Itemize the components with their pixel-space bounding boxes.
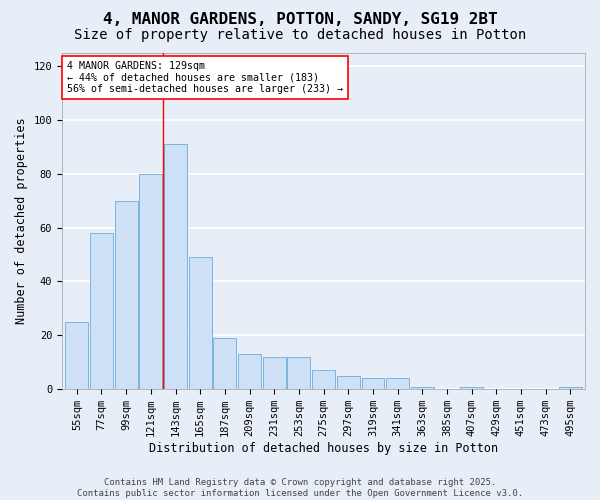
Y-axis label: Number of detached properties: Number of detached properties — [15, 118, 28, 324]
Bar — [312, 370, 335, 389]
Bar — [337, 376, 359, 389]
Bar — [139, 174, 162, 389]
Text: Contains HM Land Registry data © Crown copyright and database right 2025.
Contai: Contains HM Land Registry data © Crown c… — [77, 478, 523, 498]
Bar — [386, 378, 409, 389]
Bar — [411, 386, 434, 389]
Bar — [65, 322, 88, 389]
Bar — [115, 200, 137, 389]
Bar — [362, 378, 384, 389]
Bar — [214, 338, 236, 389]
Bar — [238, 354, 261, 389]
Bar — [164, 144, 187, 389]
Text: 4, MANOR GARDENS, POTTON, SANDY, SG19 2BT: 4, MANOR GARDENS, POTTON, SANDY, SG19 2B… — [103, 12, 497, 28]
Text: Size of property relative to detached houses in Potton: Size of property relative to detached ho… — [74, 28, 526, 42]
Bar — [189, 257, 212, 389]
Bar — [287, 357, 310, 389]
Bar — [559, 386, 581, 389]
Bar — [263, 357, 286, 389]
X-axis label: Distribution of detached houses by size in Potton: Distribution of detached houses by size … — [149, 442, 498, 455]
Bar — [460, 386, 483, 389]
Bar — [90, 233, 113, 389]
Text: 4 MANOR GARDENS: 129sqm
← 44% of detached houses are smaller (183)
56% of semi-d: 4 MANOR GARDENS: 129sqm ← 44% of detache… — [67, 61, 343, 94]
